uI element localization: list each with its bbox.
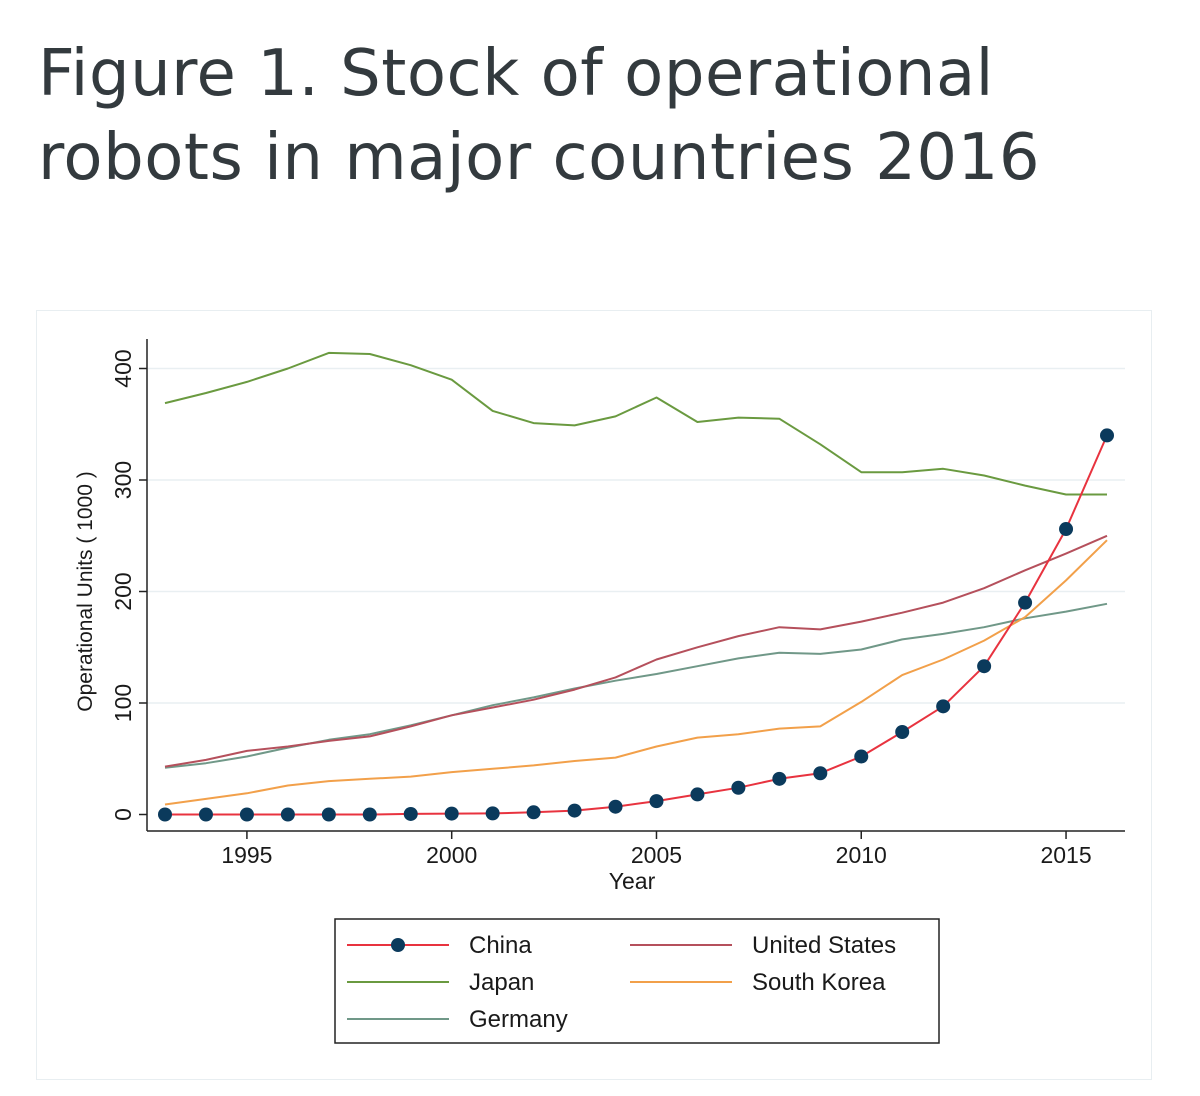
gridlines bbox=[147, 367, 1125, 704]
x-tick-label-1995: 1995 bbox=[221, 842, 272, 868]
y-tick-label-300: 300 bbox=[110, 461, 136, 499]
data-point-china bbox=[936, 699, 951, 714]
legend-label-china: China bbox=[469, 932, 532, 959]
data-point-china bbox=[1059, 522, 1074, 537]
data-point-china bbox=[158, 807, 172, 822]
data-point-china bbox=[526, 805, 541, 820]
data-point-china bbox=[567, 803, 582, 818]
data-point-china bbox=[977, 659, 992, 674]
data-point-china bbox=[239, 807, 254, 822]
legend-marker-china bbox=[391, 938, 405, 952]
legend-label-germany: Germany bbox=[469, 1006, 568, 1033]
data-point-china bbox=[321, 807, 336, 822]
x-tick-label-2010: 2010 bbox=[836, 842, 887, 868]
series-line-china bbox=[165, 434, 1108, 816]
legend-label-south-korea: South Korea bbox=[752, 969, 886, 996]
x-tick-label-2000: 2000 bbox=[426, 842, 477, 868]
data-point-china bbox=[444, 806, 459, 821]
data-point-china bbox=[485, 806, 500, 821]
series-group bbox=[158, 351, 1114, 822]
y-tick-label-400: 400 bbox=[110, 349, 136, 387]
page-title-line-1: Figure 1. Stock of operational bbox=[38, 37, 994, 111]
data-point-china bbox=[280, 807, 295, 822]
chart-card: 0 100 200 300 400 1995 2000 2005 2010 2015 Year Ope… bbox=[36, 310, 1152, 1080]
y-tick-label-0: 0 bbox=[110, 808, 136, 821]
data-point-china bbox=[649, 794, 664, 809]
data-point-china bbox=[813, 766, 828, 781]
data-point-china bbox=[1100, 428, 1114, 443]
series-line-south-korea bbox=[164, 539, 1108, 806]
axes: 0 100 200 300 400 1995 2000 2005 2010 2015 Year Ope… bbox=[74, 339, 1125, 894]
page-title: Figure 1. Stock of operational robots in… bbox=[38, 32, 1168, 200]
series-line-united-states bbox=[164, 534, 1108, 768]
data-point-china bbox=[772, 771, 787, 786]
page-title-line-2: robots in major countries 2016 bbox=[38, 121, 1041, 195]
data-point-china bbox=[198, 807, 213, 822]
data-point-china bbox=[1018, 595, 1033, 610]
data-point-china bbox=[362, 807, 377, 822]
series-line-japan bbox=[164, 351, 1107, 496]
data-point-china bbox=[690, 787, 705, 802]
legend: China United States Japan South Korea German… bbox=[334, 918, 940, 1044]
y-tick-label-200: 200 bbox=[110, 572, 136, 610]
data-point-china bbox=[895, 724, 910, 739]
legend-label-united-states: United States bbox=[752, 932, 896, 959]
x-tick-label-2015: 2015 bbox=[1040, 842, 1091, 868]
y-tick-label-100: 100 bbox=[110, 684, 136, 722]
x-tick-label-2005: 2005 bbox=[631, 842, 682, 868]
data-point-china bbox=[403, 806, 418, 821]
data-point-china bbox=[608, 799, 623, 814]
line-chart: 0 100 200 300 400 1995 2000 2005 2010 2015 Year Ope… bbox=[74, 339, 1125, 1044]
x-axis-title: Year bbox=[609, 868, 656, 894]
legend-label-japan: Japan bbox=[469, 969, 534, 996]
data-point-china bbox=[731, 780, 746, 795]
y-axis-title: Operational Units ( 1000 ) bbox=[74, 471, 97, 711]
data-point-china bbox=[854, 749, 869, 764]
